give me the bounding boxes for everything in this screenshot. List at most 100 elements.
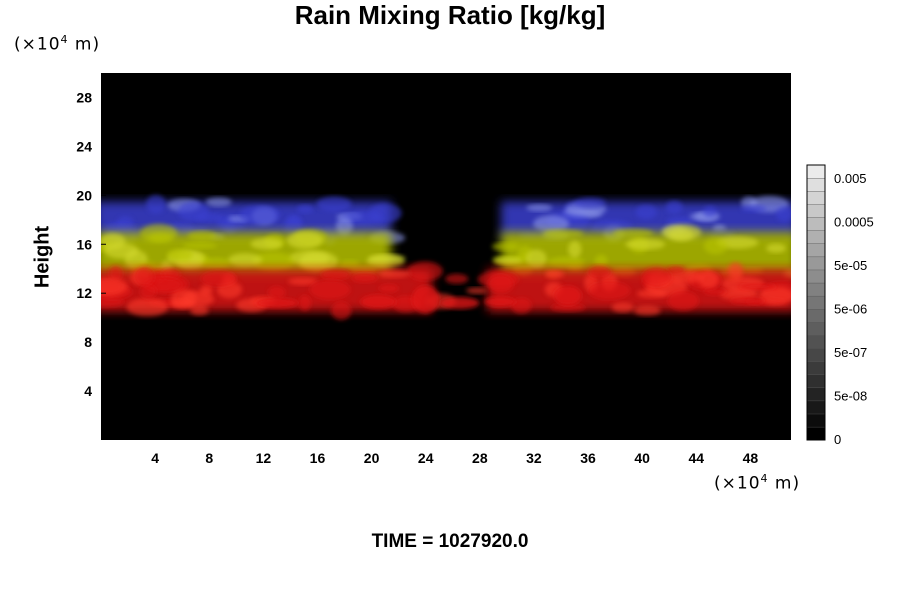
band-texture (611, 302, 634, 313)
fringe-blob (360, 294, 397, 309)
band-texture (182, 242, 218, 249)
band-texture (668, 227, 694, 241)
colorbar-segment (806, 269, 826, 284)
colorbar-segment (806, 204, 826, 218)
fringe-blob (439, 296, 480, 309)
band-texture (698, 270, 719, 289)
band-texture (378, 284, 399, 293)
band-texture (741, 205, 767, 213)
band-texture (178, 201, 209, 222)
rain-bands (101, 194, 791, 320)
band-texture (139, 284, 157, 299)
band-texture (728, 262, 744, 279)
band-texture (729, 297, 766, 305)
band-texture (189, 305, 209, 316)
band-texture (320, 269, 351, 280)
band-texture (101, 277, 128, 296)
band-texture (445, 273, 469, 284)
colorbar-segment (806, 217, 826, 231)
band-texture (568, 240, 582, 258)
band-texture (298, 295, 312, 311)
colorbar-label: 5e-07 (834, 345, 867, 360)
band-texture (103, 242, 139, 259)
colorbar-label: 0.0005 (834, 215, 874, 230)
band-texture (139, 223, 178, 244)
x-tick-label: 36 (580, 450, 596, 466)
colorbar-frame (806, 164, 826, 441)
colorbar-segment (806, 321, 826, 336)
band-texture (491, 242, 520, 251)
fringe-blob (553, 285, 582, 306)
colorbar-label: 0 (834, 432, 841, 447)
colorbar-segment (806, 164, 826, 179)
band-texture (612, 228, 654, 239)
colorbar-segment (806, 361, 826, 375)
band-texture (703, 237, 728, 255)
colorbar-label: 5e-05 (834, 258, 867, 273)
colorbar-segment (806, 400, 826, 415)
x-tick-label: 28 (472, 450, 488, 466)
band-texture (775, 206, 791, 222)
band-texture (545, 270, 565, 279)
band-texture (635, 205, 657, 220)
band-texture (134, 266, 155, 287)
band-texture (200, 270, 237, 287)
band-texture (766, 243, 787, 253)
band-texture (466, 287, 488, 294)
y-tick-label: 28 (76, 89, 92, 105)
x-axis-ticks: 4 8 12 16 20 24 28 32 36 40 44 48 (151, 435, 758, 466)
band-texture (543, 229, 584, 238)
x-tick-label: 16 (310, 450, 326, 466)
band-texture (299, 251, 339, 272)
band-texture (239, 205, 280, 225)
colorbar-segment (806, 177, 826, 192)
band-texture (146, 194, 166, 214)
y-tick-label: 12 (76, 285, 92, 301)
chart-title: Rain Mixing Ratio [kg/kg] (294, 0, 606, 30)
band-texture (187, 231, 217, 241)
fringe-blob (411, 285, 440, 314)
colorbar: 0.005 0.0005 5e-05 5e-06 5e-07 5e-08 0 (806, 164, 874, 447)
band-texture (351, 273, 379, 283)
x-tick-label: 4 (151, 450, 159, 466)
y-tick-label: 4 (84, 383, 92, 399)
colorbar-label: 5e-08 (834, 389, 867, 404)
band-texture (667, 290, 699, 311)
band-texture (286, 231, 323, 250)
band-texture (550, 303, 586, 312)
band-texture (205, 197, 232, 207)
band-texture (267, 286, 286, 299)
x-tick-label: 8 (205, 450, 213, 466)
band-texture (719, 288, 759, 301)
colorbar-segment (806, 387, 826, 402)
band-texture (587, 281, 631, 300)
band-texture (161, 268, 181, 280)
fringe-blob (484, 296, 517, 307)
band-texture (633, 305, 661, 316)
x-tick-label: 20 (364, 450, 380, 466)
band-lower-fringe (254, 285, 582, 314)
colorbar-segment (806, 256, 826, 271)
colorbar-segment (806, 348, 826, 362)
band-texture (594, 254, 608, 268)
band-texture (493, 257, 522, 265)
band-texture (126, 298, 169, 317)
band-middle (101, 223, 791, 282)
x-tick-label: 48 (743, 450, 759, 466)
band-texture (665, 200, 683, 214)
band-texture (227, 253, 263, 267)
band-texture (223, 219, 237, 235)
band-texture (758, 286, 791, 306)
x-axis-unit: (×104 m) (714, 472, 801, 494)
band-texture (625, 238, 666, 250)
band-texture (167, 249, 194, 261)
colorbar-label: 0.005 (834, 171, 867, 186)
band-texture (378, 269, 411, 278)
band-texture (702, 288, 727, 296)
colorbar-segment (806, 282, 826, 297)
colorbar-segment (806, 308, 826, 323)
band-texture (316, 196, 352, 212)
band-texture (283, 217, 304, 234)
band-texture (666, 265, 685, 274)
